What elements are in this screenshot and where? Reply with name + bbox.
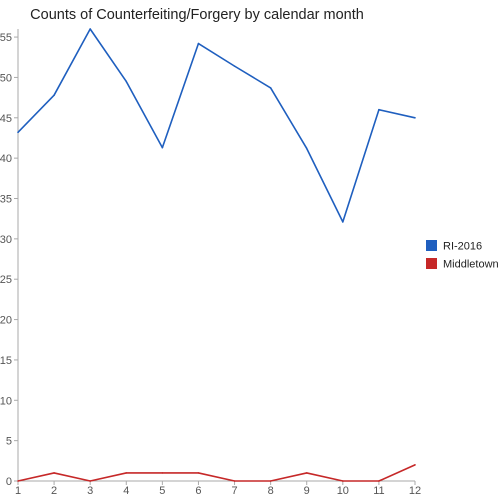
data-point xyxy=(414,464,416,466)
x-tick-label: 12 xyxy=(409,485,421,497)
legend-swatch-1 xyxy=(426,258,437,269)
y-tick-label: 10 xyxy=(0,395,12,407)
legend: RI-2016 Middletown xyxy=(426,240,499,271)
data-point xyxy=(233,65,236,67)
data-point xyxy=(414,116,416,119)
data-point xyxy=(342,480,344,482)
data-point xyxy=(53,472,55,474)
y-tick-label: 15 xyxy=(0,355,12,367)
data-point xyxy=(89,28,91,30)
x-tick-label: 3 xyxy=(87,485,93,497)
data-point xyxy=(53,94,55,96)
data-point xyxy=(17,480,19,482)
x-tick-label: 2 xyxy=(51,485,57,497)
x-tick-label: 7 xyxy=(231,485,237,497)
data-point xyxy=(269,480,272,482)
y-tick-label: 30 xyxy=(0,234,12,246)
y-tick-label: 0 xyxy=(6,476,12,488)
data-point xyxy=(305,472,308,474)
x-tick-label: 10 xyxy=(337,485,349,497)
data-point xyxy=(269,87,272,89)
chart-title: Counts of Counterfeiting/Forgery by cale… xyxy=(30,7,364,23)
series-line-0 xyxy=(17,28,416,223)
y-tick-label: 5 xyxy=(6,436,12,448)
plot-lines xyxy=(17,28,416,482)
data-point xyxy=(233,480,236,482)
x-tick-label: 11 xyxy=(373,485,384,497)
x-tick-label: 9 xyxy=(304,485,310,497)
legend-label-0: RI-2016 xyxy=(443,241,482,253)
data-point xyxy=(161,146,164,149)
data-point xyxy=(197,42,200,45)
x-tick-label: 8 xyxy=(268,485,274,497)
x-tick-label: 1 xyxy=(15,485,21,497)
data-point xyxy=(161,472,164,474)
y-tick-label: 20 xyxy=(0,315,12,327)
y-tick-label: 40 xyxy=(0,153,12,165)
data-point xyxy=(125,472,128,474)
y-tick-label: 55 xyxy=(0,32,12,44)
series-line-1 xyxy=(17,464,416,482)
data-point xyxy=(342,221,344,223)
data-point xyxy=(125,80,128,83)
y-tick-label: 45 xyxy=(0,113,12,125)
y-tick-label: 25 xyxy=(0,274,12,286)
legend-label-1: Middletown xyxy=(443,259,499,271)
x-tick-label: 6 xyxy=(195,485,201,497)
data-point xyxy=(17,131,19,134)
data-point xyxy=(305,147,308,150)
data-point xyxy=(378,480,380,482)
legend-swatch-0 xyxy=(426,240,437,251)
y-tick-label: 35 xyxy=(0,194,12,206)
x-tick-label: 4 xyxy=(123,485,129,497)
data-point xyxy=(197,472,200,474)
y-tick-label: 50 xyxy=(0,72,12,84)
data-point xyxy=(89,480,91,482)
x-tick-label: 5 xyxy=(159,485,165,497)
data-point xyxy=(378,108,380,111)
